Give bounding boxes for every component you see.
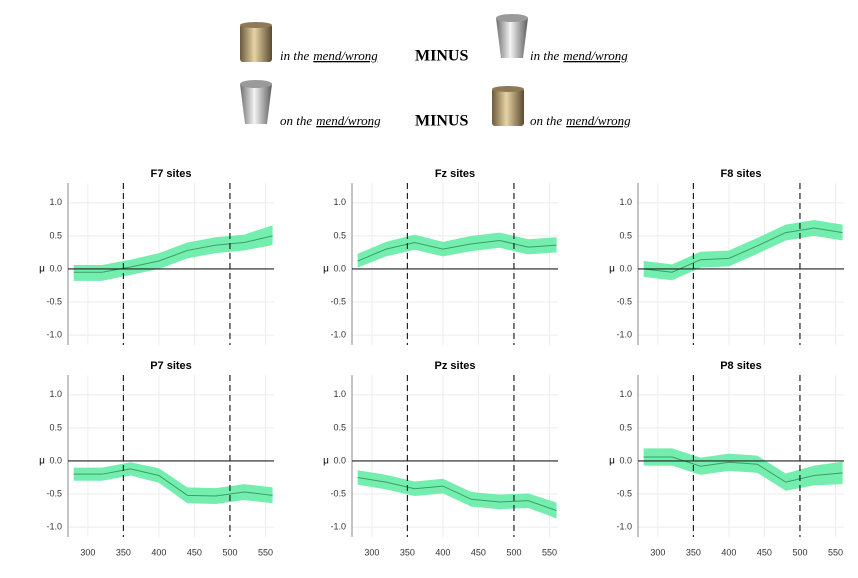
y-tick-label: -1.0 (616, 521, 632, 531)
caption: on the mend/wrong (530, 113, 631, 128)
caption: in the mend/wrong (280, 48, 378, 63)
confidence-band (357, 470, 557, 519)
caption-word: mend/wrong (566, 113, 631, 128)
operator: MINUS (415, 48, 468, 65)
y-axis-label: μ (39, 264, 45, 275)
x-tick-label: 300 (80, 547, 95, 557)
y-tick-label: 0.0 (619, 263, 632, 273)
x-tick-label: 300 (364, 547, 379, 557)
x-tick-label: 550 (542, 547, 557, 557)
y-tick-label: 0.5 (619, 230, 632, 240)
x-tick-label: 350 (686, 547, 701, 557)
x-tick-label: 400 (721, 547, 736, 557)
gold-cup (492, 86, 524, 126)
x-tick-label: 350 (116, 547, 131, 557)
y-tick-label: -0.5 (46, 488, 62, 498)
mean-line (73, 468, 273, 497)
panel-title: Fz sites (435, 168, 475, 180)
y-axis-label: μ (323, 264, 329, 275)
caption-prefix: on the (280, 113, 312, 128)
y-axis-label: μ (609, 456, 615, 467)
confidence-band (357, 232, 557, 268)
panel: F7 sites μ -1.0 -0.5 0.0 0.5 1.0 (39, 168, 274, 345)
panel-title: Pz sites (435, 360, 476, 372)
x-tick-label: 550 (258, 547, 273, 557)
y-tick-label: -1.0 (46, 329, 62, 339)
y-tick-label: 0.5 (619, 422, 632, 432)
mean-line (643, 456, 843, 483)
y-tick-label: -1.0 (616, 329, 632, 339)
x-tick-label: 400 (435, 547, 450, 557)
y-axis-label: μ (323, 456, 329, 467)
y-tick-label: -0.5 (616, 296, 632, 306)
panel: F8 sites μ -1.0 -0.5 0.0 0.5 1.0 (609, 168, 844, 345)
gold-cup (240, 22, 272, 62)
y-tick-label: 1.0 (619, 197, 632, 207)
x-tick-label: 500 (506, 547, 521, 557)
mean-line (73, 235, 273, 273)
x-tick-label: 450 (757, 547, 772, 557)
silver-cup (496, 14, 528, 58)
x-tick-label: 550 (828, 547, 843, 557)
silver-cup (240, 80, 272, 124)
y-tick-label: 0.0 (49, 263, 62, 273)
y-tick-label: 0.0 (333, 455, 346, 465)
caption: in the mend/wrong (530, 48, 628, 63)
panel: Pz sites μ -1.0 -0.5 0.0 0.5 1.0 300 350 400 450 50… (323, 360, 558, 557)
y-axis-label: μ (609, 264, 615, 275)
caption: on the mend/wrong (280, 113, 381, 128)
y-tick-label: 0.5 (333, 422, 346, 432)
caption-word: mend/wrong (563, 48, 628, 63)
panel-title: P7 sites (150, 360, 192, 372)
y-tick-label: 0.5 (333, 230, 346, 240)
y-tick-label: -1.0 (330, 521, 346, 531)
y-tick-label: 0.0 (49, 455, 62, 465)
mean-line (357, 240, 557, 262)
x-tick-label: 400 (151, 547, 166, 557)
x-tick-label: 350 (400, 547, 415, 557)
mean-line (643, 227, 843, 273)
confidence-band (73, 462, 273, 504)
header (240, 14, 528, 126)
y-tick-label: -1.0 (46, 521, 62, 531)
panel-title: F8 sites (721, 168, 762, 180)
y-tick-label: -1.0 (330, 329, 346, 339)
y-tick-label: 1.0 (333, 197, 346, 207)
caption-prefix: in the (280, 48, 309, 63)
panel: P7 sites μ -1.0 -0.5 0.0 0.5 1.0 300 350 400 450 50… (39, 360, 274, 557)
y-axis-label: μ (39, 456, 45, 467)
x-tick-label: 500 (222, 547, 237, 557)
y-tick-label: -0.5 (46, 296, 62, 306)
y-tick-label: 1.0 (49, 197, 62, 207)
caption-word: mend/wrong (313, 48, 378, 63)
confidence-band (73, 225, 273, 281)
y-tick-label: 0.0 (619, 455, 632, 465)
x-tick-label: 450 (187, 547, 202, 557)
y-tick-label: 0.5 (49, 230, 62, 240)
operator: MINUS (415, 113, 468, 130)
y-tick-label: 0.0 (333, 263, 346, 273)
y-tick-label: -0.5 (330, 488, 346, 498)
panel: P8 sites μ -1.0 -0.5 0.0 0.5 1.0 300 350 400 450 50… (609, 360, 844, 557)
caption-prefix: on the (530, 113, 562, 128)
panel-title: F7 sites (151, 168, 192, 180)
panel: Fz sites μ -1.0 -0.5 0.0 0.5 1.0 (323, 168, 558, 345)
x-tick-label: 500 (792, 547, 807, 557)
y-tick-label: -0.5 (330, 296, 346, 306)
y-tick-label: 1.0 (619, 389, 632, 399)
panel-title: P8 sites (720, 360, 762, 372)
x-tick-label: 450 (471, 547, 486, 557)
y-tick-label: 1.0 (49, 389, 62, 399)
y-tick-label: -0.5 (616, 488, 632, 498)
caption-word: mend/wrong (316, 113, 381, 128)
y-tick-label: 0.5 (49, 422, 62, 432)
x-tick-label: 300 (650, 547, 665, 557)
mean-line (357, 476, 557, 512)
confidence-band (643, 448, 843, 491)
y-tick-label: 1.0 (333, 389, 346, 399)
caption-prefix: in the (530, 48, 559, 63)
